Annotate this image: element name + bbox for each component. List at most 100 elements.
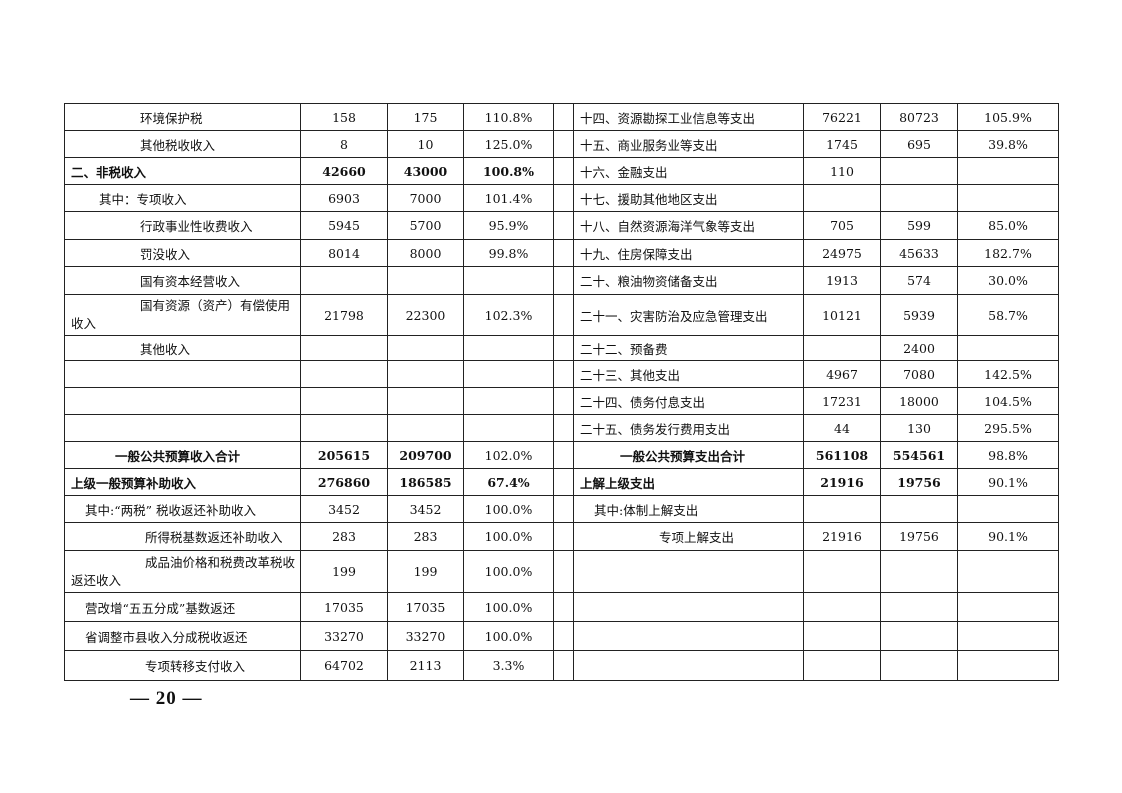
expense-prior-value [803, 650, 881, 681]
income-current-value: 283 [387, 522, 464, 551]
column-spacer [553, 103, 574, 131]
expense-item-label: 十八、自然资源海洋气象等支出 [573, 211, 804, 240]
income-prior-value [300, 387, 388, 415]
expense-item-label: 专项上解支出 [573, 522, 804, 551]
column-spacer [553, 650, 574, 681]
expense-current-value: 19756 [880, 522, 958, 551]
expense-percent: 98.8% [957, 441, 1059, 469]
expense-current-value: 19756 [880, 468, 958, 496]
expense-percent [957, 550, 1059, 593]
expense-item-label: 上解上级支出 [573, 468, 804, 496]
expense-current-value: 599 [880, 211, 958, 240]
income-prior-value: 158 [300, 103, 388, 131]
column-spacer [553, 157, 574, 185]
income-percent [463, 387, 554, 415]
income-prior-value: 283 [300, 522, 388, 551]
income-current-value [387, 414, 464, 442]
income-item-label: 国有资本经营收入 [64, 266, 301, 295]
income-item-label: 一般公共预算收入合计 [64, 441, 301, 469]
column-spacer [553, 239, 574, 267]
income-prior-value: 6903 [300, 184, 388, 212]
income-item-label: 环境保护税 [64, 103, 301, 131]
income-percent [463, 266, 554, 295]
expense-percent [957, 335, 1059, 361]
table-row: 罚没收入 8014 8000 99.8% 十九、住房保障支出 24975 45633 182.… [64, 239, 1059, 267]
expense-current-value: 2400 [880, 335, 958, 361]
expense-current-value: 574 [880, 266, 958, 295]
expense-current-value [880, 621, 958, 651]
table-row: 营改增“五五分成”基数返还 17035 17035 100.0% [64, 592, 1059, 622]
column-spacer [553, 468, 574, 496]
expense-prior-value [803, 335, 881, 361]
income-percent: 99.8% [463, 239, 554, 267]
income-prior-value: 276860 [300, 468, 388, 496]
expense-prior-value [803, 592, 881, 622]
table-row: 其中：专项收入 6903 7000 101.4% 十七、援助其他地区支出 [64, 184, 1059, 212]
income-prior-value: 64702 [300, 650, 388, 681]
table-row: 成品油价格和税费改革税收返还收入 199 199 100.0% [64, 550, 1059, 593]
income-item-label: 其他税收收入 [64, 130, 301, 158]
income-percent: 102.3% [463, 294, 554, 336]
expense-item-label: 二十五、债务发行费用支出 [573, 414, 804, 442]
table-row: 二、非税收入 42660 43000 100.8% 十六、金融支出 110 [64, 157, 1059, 185]
expense-item-label: 一般公共预算支出合计 [573, 441, 804, 469]
expense-item-label [573, 550, 804, 593]
income-percent: 110.8% [463, 103, 554, 131]
column-spacer [553, 387, 574, 415]
expense-item-label [573, 592, 804, 622]
expense-percent: 85.0% [957, 211, 1059, 240]
column-spacer [553, 441, 574, 469]
income-prior-value: 8014 [300, 239, 388, 267]
income-item-label: 其他收入 [64, 335, 301, 361]
expense-current-value: 695 [880, 130, 958, 158]
income-current-value: 209700 [387, 441, 464, 469]
income-percent [463, 360, 554, 388]
income-prior-value [300, 360, 388, 388]
income-item-label: 专项转移支付收入 [64, 650, 301, 681]
income-current-value: 43000 [387, 157, 464, 185]
expense-percent: 30.0% [957, 266, 1059, 295]
income-prior-value: 205615 [300, 441, 388, 469]
table-row: 二十四、债务付息支出 17231 18000 104.5% [64, 387, 1059, 415]
income-prior-value: 17035 [300, 592, 388, 622]
income-prior-value [300, 414, 388, 442]
expense-current-value [880, 157, 958, 185]
expense-item-label: 十五、商业服务业等支出 [573, 130, 804, 158]
expense-item-label: 十六、金融支出 [573, 157, 804, 185]
income-item-label [64, 414, 301, 442]
income-percent: 100.0% [463, 495, 554, 523]
expense-item-label: 二十四、债务付息支出 [573, 387, 804, 415]
expense-percent: 104.5% [957, 387, 1059, 415]
income-item-label [64, 387, 301, 415]
income-current-value: 2113 [387, 650, 464, 681]
column-spacer [553, 294, 574, 336]
income-current-value [387, 335, 464, 361]
expense-item-label: 二十、粮油物资储备支出 [573, 266, 804, 295]
expense-percent: 105.9% [957, 103, 1059, 131]
income-prior-value: 3452 [300, 495, 388, 523]
income-current-value [387, 266, 464, 295]
column-spacer [553, 130, 574, 158]
expense-item-label: 十九、住房保障支出 [573, 239, 804, 267]
page-number: — 20 — [130, 688, 203, 709]
column-spacer [553, 211, 574, 240]
table-row: 专项转移支付收入 64702 2113 3.3% [64, 650, 1059, 681]
expense-percent [957, 495, 1059, 523]
income-current-value: 186585 [387, 468, 464, 496]
expense-item-label: 二十一、灾害防治及应急管理支出 [573, 294, 804, 336]
expense-current-value [880, 550, 958, 593]
expense-prior-value [803, 184, 881, 212]
expense-current-value: 130 [880, 414, 958, 442]
expense-item-label: 二十三、其他支出 [573, 360, 804, 388]
income-item-label: 营改增“五五分成”基数返还 [64, 592, 301, 622]
expense-percent [957, 157, 1059, 185]
expense-percent [957, 184, 1059, 212]
income-current-value [387, 387, 464, 415]
table-row: 其他税收收入 8 10 125.0% 十五、商业服务业等支出 1745 695 39.8% [64, 130, 1059, 158]
expense-current-value [880, 495, 958, 523]
expense-item-label [573, 650, 804, 681]
expense-item-label: 二十二、预备费 [573, 335, 804, 361]
income-prior-value: 8 [300, 130, 388, 158]
income-prior-value: 42660 [300, 157, 388, 185]
expense-prior-value: 1745 [803, 130, 881, 158]
